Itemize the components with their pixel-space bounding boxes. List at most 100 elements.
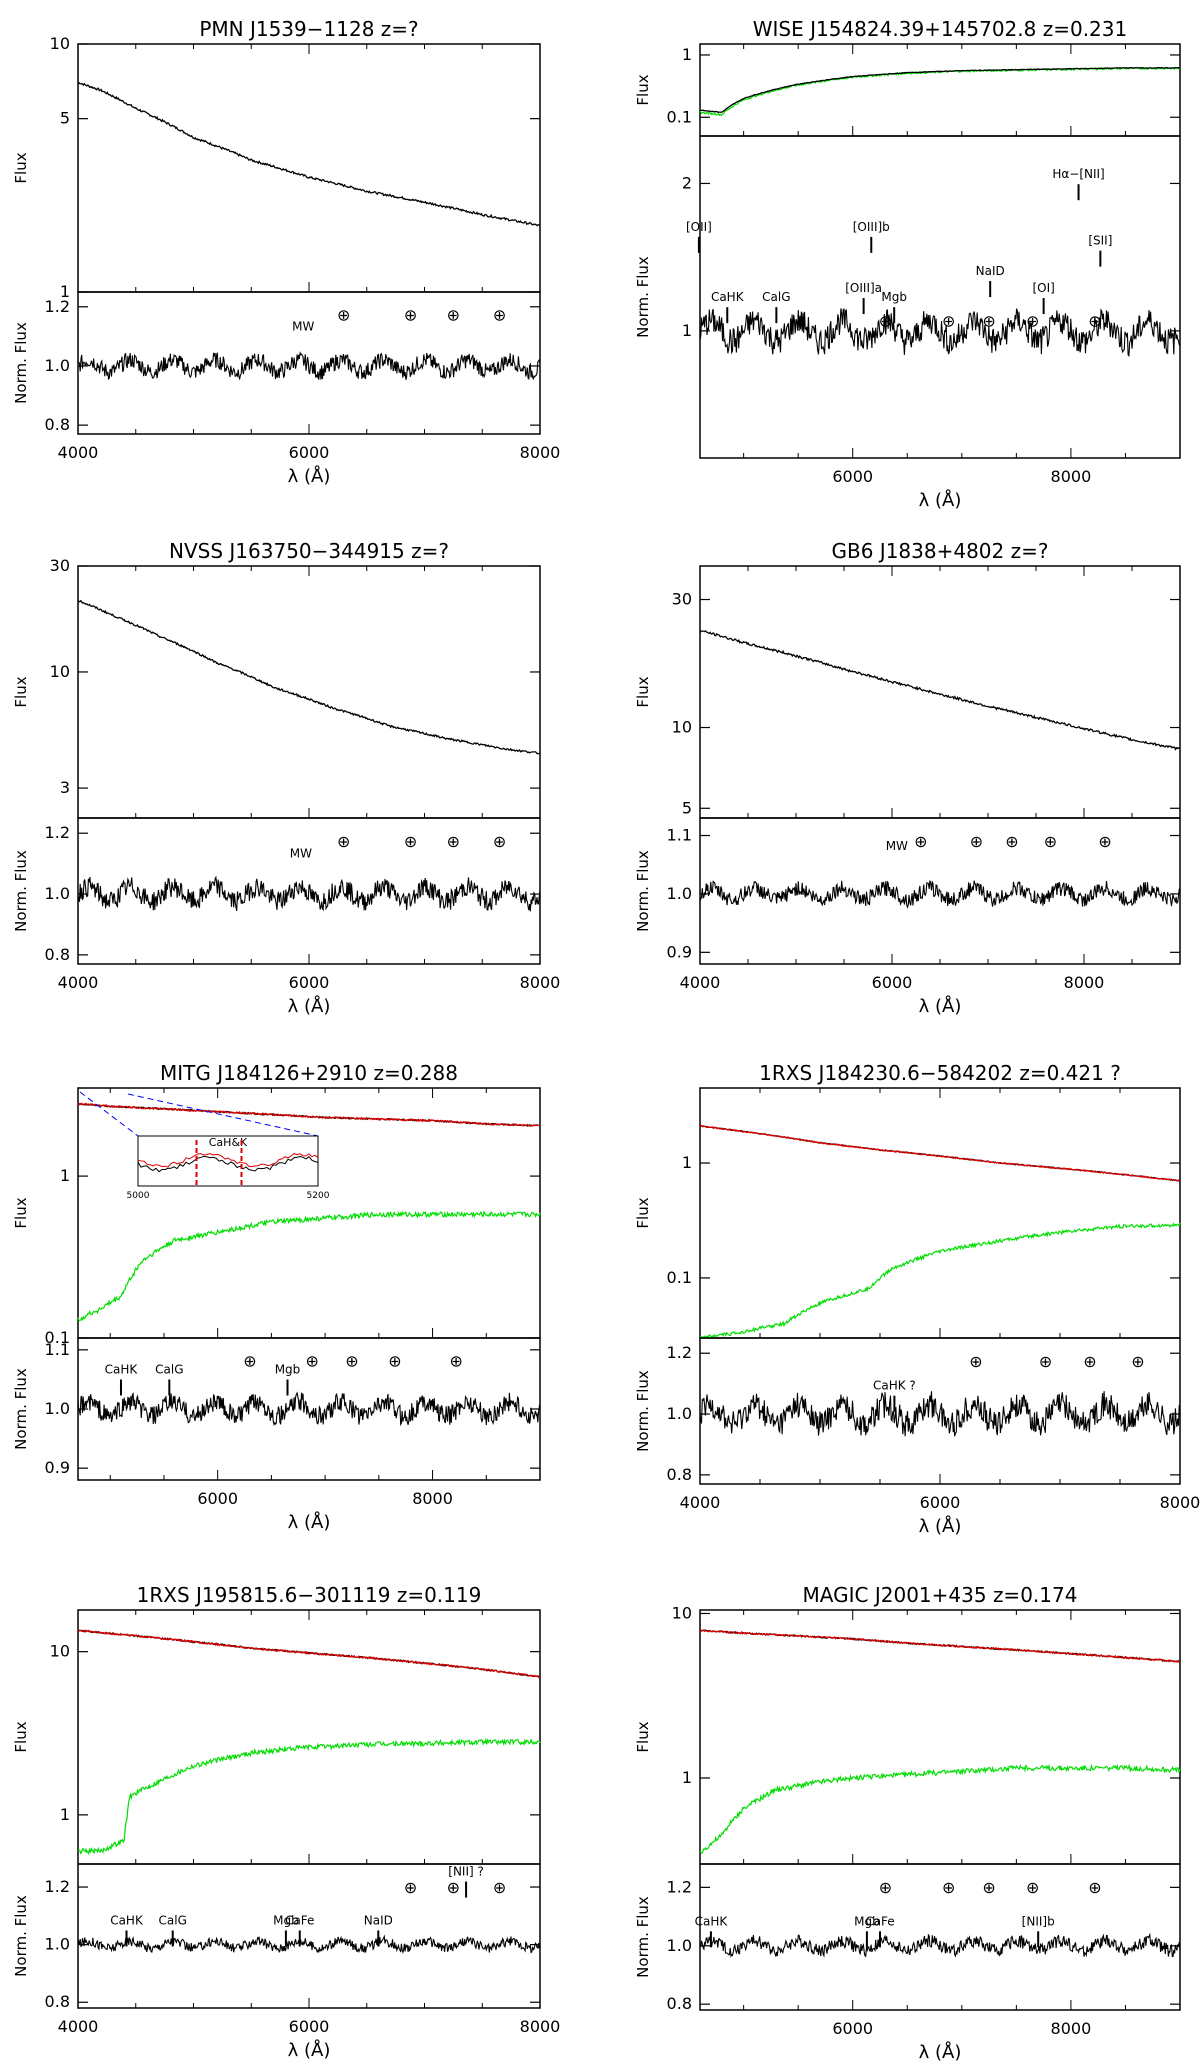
series-host-line — [77, 1210, 541, 1322]
panel-title: PMN J1539−1128 z=? — [199, 17, 418, 41]
telluric-marker: ⊕ — [1026, 1878, 1039, 1897]
flux-tick-label: 1 — [682, 1768, 692, 1787]
norm-tick-label: 0.9 — [667, 942, 692, 961]
flux-tick-label: 1 — [682, 45, 692, 64]
norm-tick-label: 0.8 — [667, 1994, 692, 2013]
line-label: [SII] — [1088, 234, 1112, 248]
norm-axis-label: Norm. Flux — [634, 256, 652, 338]
flux-axes — [77, 1087, 541, 1339]
norm-axis-label: Norm. Flux — [12, 850, 30, 932]
telluric-marker: ⊕ — [404, 832, 417, 851]
norm-tick-label: 0.9 — [45, 1458, 70, 1477]
flux-axis-label: Flux — [634, 676, 652, 707]
telluric-marker: ⊕ — [337, 305, 350, 324]
x-tick-label: 6000 — [832, 2019, 873, 2038]
norm-axis-label: Norm. Flux — [12, 1895, 30, 1977]
x-tick-label: 6000 — [289, 973, 330, 992]
flux-axes — [77, 1609, 541, 1865]
telluric-marker: ⊕ — [1098, 832, 1111, 851]
telluric-marker: ⊕ — [493, 832, 506, 851]
flux-tick-label: 0.1 — [667, 1268, 692, 1287]
series-model-line — [699, 1629, 1181, 1663]
line-label: [OIII]b — [853, 220, 890, 234]
norm-tick-label: 1.0 — [667, 884, 692, 903]
x-tick-label: 8000 — [1051, 2019, 1092, 2038]
telluric-marker: ⊕ — [243, 1351, 256, 1370]
line-label: Mgb — [881, 290, 907, 304]
norm-tick-label: 1.2 — [45, 823, 70, 842]
x-tick-label: 8000 — [520, 2017, 561, 2036]
flux-tick-label: 5 — [682, 798, 692, 817]
norm-tick-label: 1.0 — [667, 1936, 692, 1955]
norm-tick-label: 1.2 — [45, 1877, 70, 1896]
line-label: CalG — [155, 1363, 183, 1377]
telluric-marker: ⊕ — [388, 1351, 401, 1370]
norm-tick-label: 0.8 — [45, 945, 70, 964]
x-tick-label: 4000 — [58, 973, 99, 992]
flux-axes — [77, 565, 541, 819]
telluric-marker: ⊕ — [447, 832, 460, 851]
x-tick-label: 4000 — [680, 1493, 721, 1512]
telluric-marker: ⊕ — [942, 312, 955, 331]
residual-line — [699, 1932, 1181, 1958]
norm-flux-axes — [77, 1863, 541, 2009]
line-label: CaHK — [110, 1913, 144, 1927]
telluric-marker: ⊕ — [970, 832, 983, 851]
x-tick-label: 8000 — [412, 1489, 453, 1508]
flux-tick-label: 0.1 — [667, 107, 692, 126]
panel-p5: MITG J184126+2910 z=0.288 Flux 0.1 1 CaH&K 50… — [12, 1061, 541, 1533]
series-host-line — [699, 1222, 1181, 1339]
norm-flux-axes — [699, 1863, 1181, 2011]
telluric-marker: ⊕ — [982, 1878, 995, 1897]
telluric-marker: ⊕ — [447, 305, 460, 324]
flux-tick-label: 1 — [60, 1805, 70, 1824]
x-tick-label: 4000 — [680, 973, 721, 992]
inset-tick-label: 5000 — [127, 1191, 150, 1201]
x-tick-label: 6000 — [832, 467, 873, 486]
flux-axes — [699, 1609, 1181, 1865]
residual-line — [77, 351, 541, 381]
inset-observed-line — [137, 1155, 319, 1173]
line-label: NaID — [976, 264, 1005, 278]
line-label: [OII] — [686, 220, 712, 234]
flux-tick-label: 10 — [672, 1603, 692, 1622]
telluric-marker: ⊕ — [404, 1878, 417, 1897]
x-axis-label: λ (Å) — [919, 995, 962, 1017]
flux-axes — [699, 1087, 1181, 1339]
telluric-marker: ⊕ — [1026, 312, 1039, 331]
series-observed-line — [699, 629, 1181, 751]
panel-p3: NVSS J163750−344915 z=? Flux 3 10 30 Norm. Fl… — [12, 539, 560, 1017]
norm-tick-label: 1.2 — [45, 297, 70, 316]
telluric-marker: ⊕ — [1088, 312, 1101, 331]
telluric-marker: ⊕ — [879, 312, 892, 331]
norm-tick-label: 0.8 — [45, 1992, 70, 2011]
panel-title: 1RXS J195815.6−301119 z=0.119 — [137, 1583, 482, 1607]
x-tick-label: 8000 — [1064, 973, 1105, 992]
panel-p2: WISE J154824.39+145702.8 z=0.231 Flux 0.1 1… — [634, 17, 1181, 511]
flux-axis-label: Flux — [12, 1721, 30, 1752]
inset-tick-label: 5200 — [307, 1191, 330, 1201]
x-tick-label: 6000 — [197, 1489, 238, 1508]
flux-axis-label: Flux — [12, 676, 30, 707]
telluric-marker: ⊕ — [969, 1352, 982, 1371]
series-observed-line — [77, 599, 541, 755]
series-host-line — [77, 1737, 541, 1856]
telluric-marker: ⊕ — [449, 1351, 462, 1370]
flux-tick-label: 10 — [50, 34, 70, 53]
line-label: Mgb — [275, 1363, 301, 1377]
x-axis-label: λ (Å) — [288, 1511, 331, 1533]
series-host-line — [699, 1763, 1181, 1854]
x-axis-label: λ (Å) — [288, 995, 331, 1017]
norm-axis-label: Norm. Flux — [12, 322, 30, 404]
flux-tick-label: 5 — [60, 109, 70, 128]
inset-model-line — [137, 1153, 319, 1168]
flux-axes — [77, 43, 541, 293]
flux-axis-label: Flux — [12, 152, 30, 183]
line-label: CalG — [159, 1913, 187, 1927]
series-host-line — [699, 66, 1181, 117]
residual-line — [77, 1934, 541, 1954]
flux-axis-label: Flux — [12, 1197, 30, 1228]
series-model-line — [699, 1124, 1181, 1182]
telluric-marker: ⊕ — [404, 305, 417, 324]
flux-tick-label: 30 — [672, 590, 692, 609]
